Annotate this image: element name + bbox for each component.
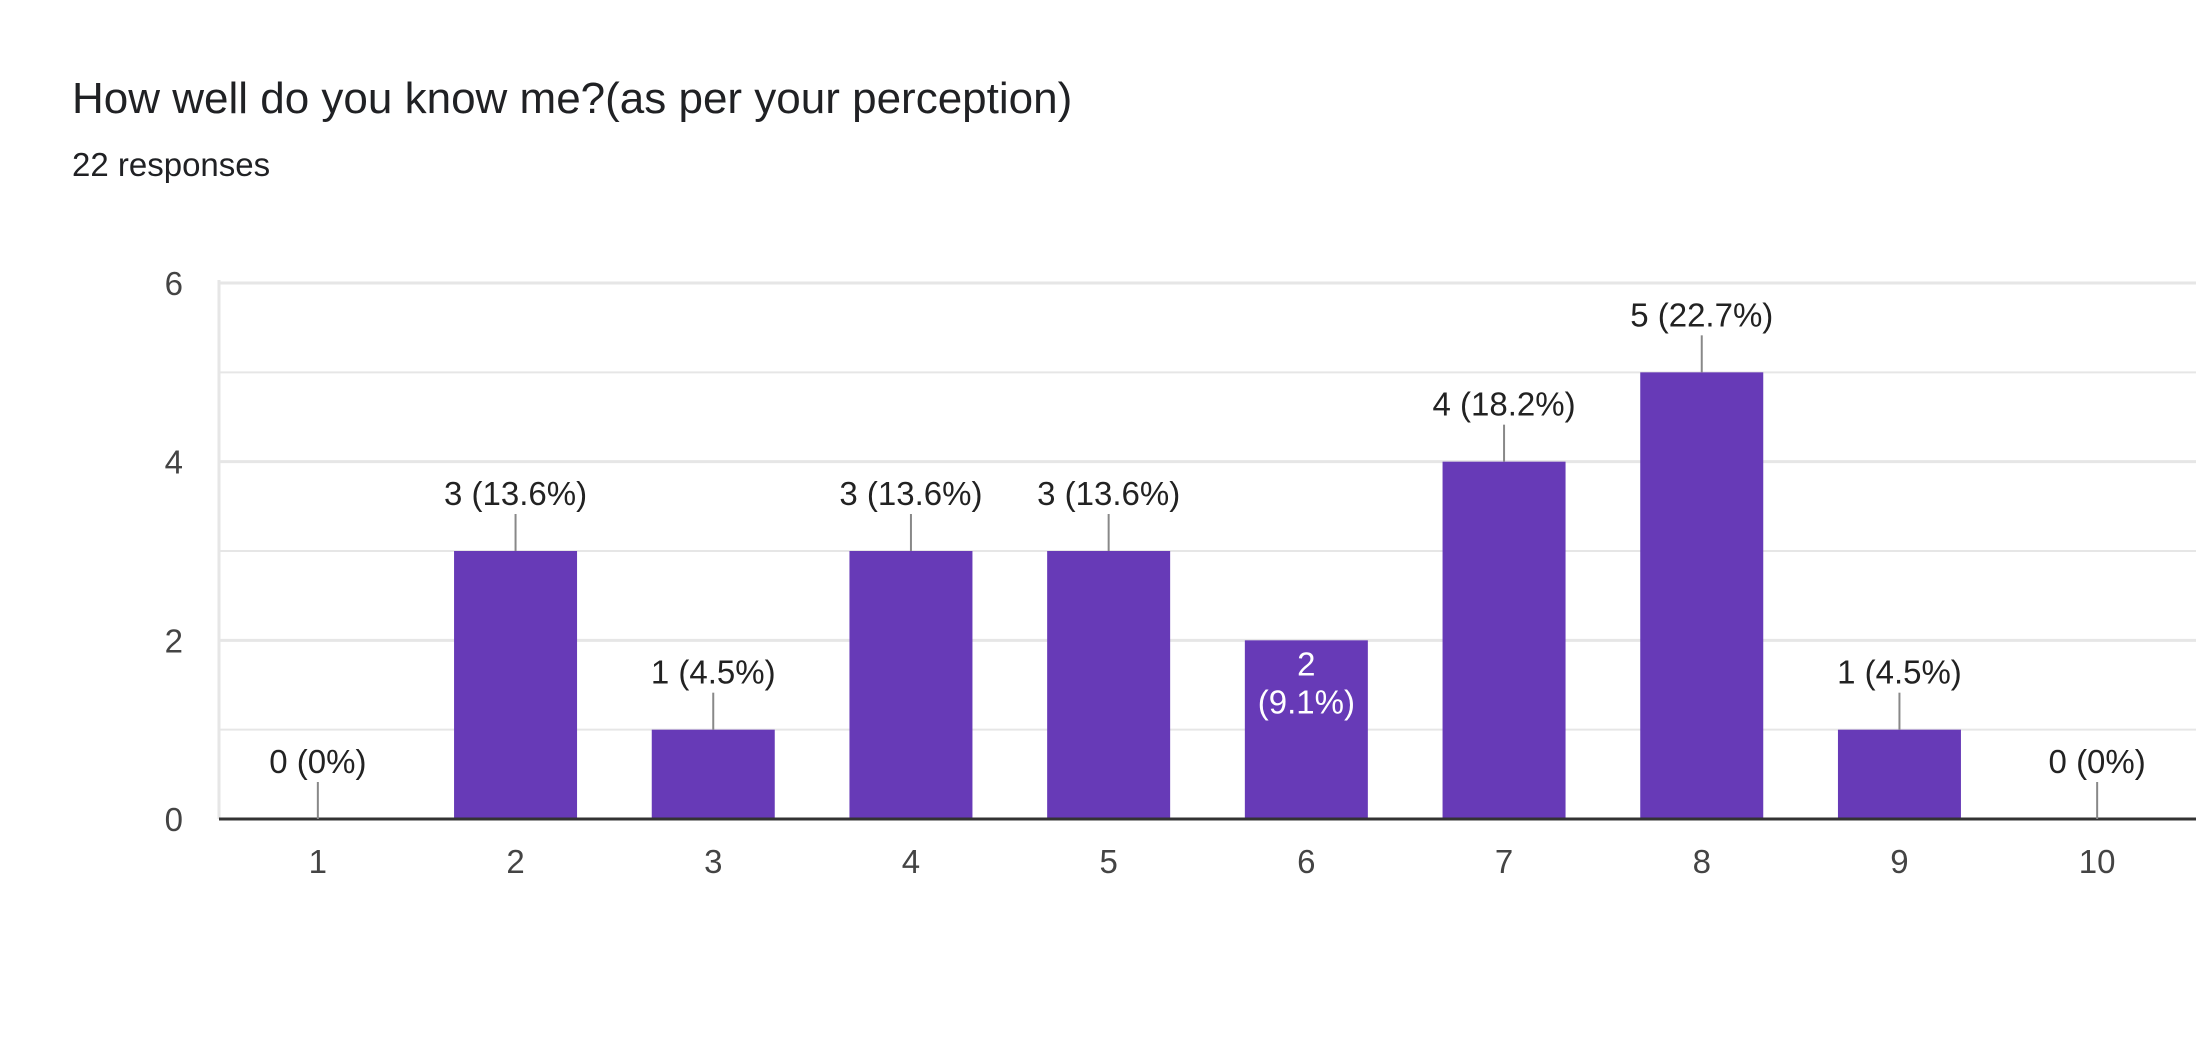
- response-count: 22 responses: [72, 146, 271, 183]
- data-label: 3 (13.6%): [444, 475, 587, 512]
- bar: [1640, 372, 1764, 819]
- axes: 0 2 4 6 1 2 3 4 5 6 7 8 9 10: [165, 265, 2196, 880]
- y-tick-label: 4: [165, 444, 183, 481]
- bar: [1244, 640, 1368, 819]
- data-label: 1 (4.5%): [651, 654, 776, 691]
- y-tick-label: 6: [165, 265, 183, 302]
- x-tick-label: 5: [1099, 843, 1117, 880]
- x-tick-label: 6: [1297, 843, 1315, 880]
- x-tick-label: 1: [309, 843, 327, 880]
- data-label: 5 (22.7%): [1630, 296, 1773, 333]
- x-tick-label: 8: [1693, 843, 1711, 880]
- x-tick-label: 3: [704, 843, 722, 880]
- x-tick-label: 10: [2079, 843, 2116, 880]
- chart-title: How well do you know me?(as per your per…: [72, 74, 1073, 123]
- data-labels: 0 (0%) 3 (13.6%) 1 (4.5%) 3 (13.6%) 3 (13.6%…: [269, 296, 2146, 819]
- data-label: 0 (0%): [2049, 743, 2146, 780]
- data-label: 1 (4.5%): [1837, 654, 1962, 691]
- data-label: 0 (0%): [269, 743, 366, 780]
- x-tick-label: 2: [506, 843, 524, 880]
- bar: [1047, 551, 1171, 819]
- bar: [1837, 729, 1961, 819]
- data-label: 2: [1297, 645, 1315, 682]
- x-tick-label: 7: [1495, 843, 1513, 880]
- data-label: 4 (18.2%): [1433, 386, 1576, 423]
- y-tick-label: 2: [165, 622, 183, 659]
- bars: [454, 372, 1961, 819]
- data-label: (9.1%): [1258, 683, 1355, 720]
- x-tick-label: 4: [902, 843, 920, 880]
- bar: [454, 551, 578, 819]
- data-label: 3 (13.6%): [839, 475, 982, 512]
- bar: [651, 729, 775, 819]
- bar: [849, 551, 973, 819]
- x-tick-label: 9: [1890, 843, 1908, 880]
- data-label: 3 (13.6%): [1037, 475, 1180, 512]
- y-tick-label: 0: [165, 801, 183, 838]
- bar: [1442, 461, 1566, 819]
